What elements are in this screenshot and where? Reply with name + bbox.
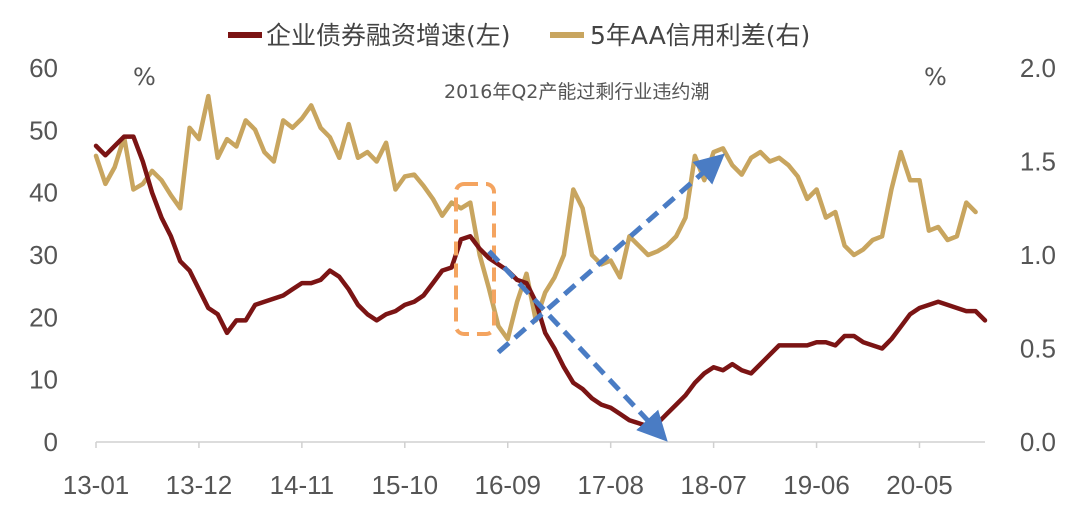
left-tick-label: 50 [29,115,58,145]
x-tick-label: 20-05 [886,470,953,500]
x-tick-label: 13-12 [166,470,233,500]
right-tick-label: 0.5 [1020,334,1056,364]
right-axis-ticks: 0.0 0.5 1.0 1.5 2.0 [1020,53,1056,457]
x-tick-label: 15-10 [372,470,439,500]
left-tick-label: 20 [29,302,58,332]
right-tick-label: 1.5 [1020,147,1056,177]
left-tick-label: 60 [29,53,58,83]
x-tick-label: 16-09 [474,470,541,500]
legend-label-credit-spread: 5年AA信用利差(右) [590,21,810,50]
x-tick-label: 17-08 [577,470,644,500]
x-tick-label: 14-11 [270,470,335,500]
left-tick-label: 30 [29,240,58,270]
right-tick-label: 2.0 [1020,53,1056,83]
left-tick-label: 40 [29,178,58,208]
x-axis-ticks: 13-01 13-12 14-11 15-10 16-09 17-08 18-07 19-06… [63,442,953,500]
arrow-up [496,153,725,355]
annotation-default-wave: 2016年Q2产能过剩行业违约潮 [444,81,709,103]
arrow-down [487,249,668,442]
left-axis-unit: % [133,63,156,91]
left-tick-label: 0 [44,427,58,457]
right-tick-label: 1.0 [1020,240,1056,270]
legend-label-bond-growth: 企业债券融资增速(左) [266,21,511,50]
right-axis-unit: % [924,63,947,91]
series-line-bond-growth [93,134,988,429]
right-tick-label: 0.0 [1020,427,1056,457]
left-tick-label: 10 [29,365,58,395]
left-axis-ticks: 0 10 20 30 40 50 60 [29,53,58,457]
x-tick-label: 18-07 [680,470,747,500]
legend: 企业债券融资增速(左) 5年AA信用利差(右) [228,21,810,50]
x-tick-label: 19-06 [783,470,850,500]
x-tick-label: 13-01 [63,470,130,500]
